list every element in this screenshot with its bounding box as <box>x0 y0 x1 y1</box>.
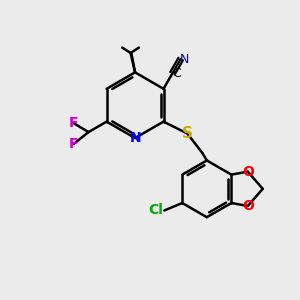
Text: O: O <box>242 165 254 178</box>
Text: S: S <box>182 126 193 141</box>
Text: N: N <box>180 52 189 65</box>
Text: O: O <box>242 199 254 213</box>
Text: Cl: Cl <box>148 203 163 218</box>
Text: C: C <box>172 67 181 80</box>
Text: N: N <box>129 131 141 145</box>
Text: F: F <box>69 137 78 151</box>
Text: F: F <box>69 116 78 130</box>
